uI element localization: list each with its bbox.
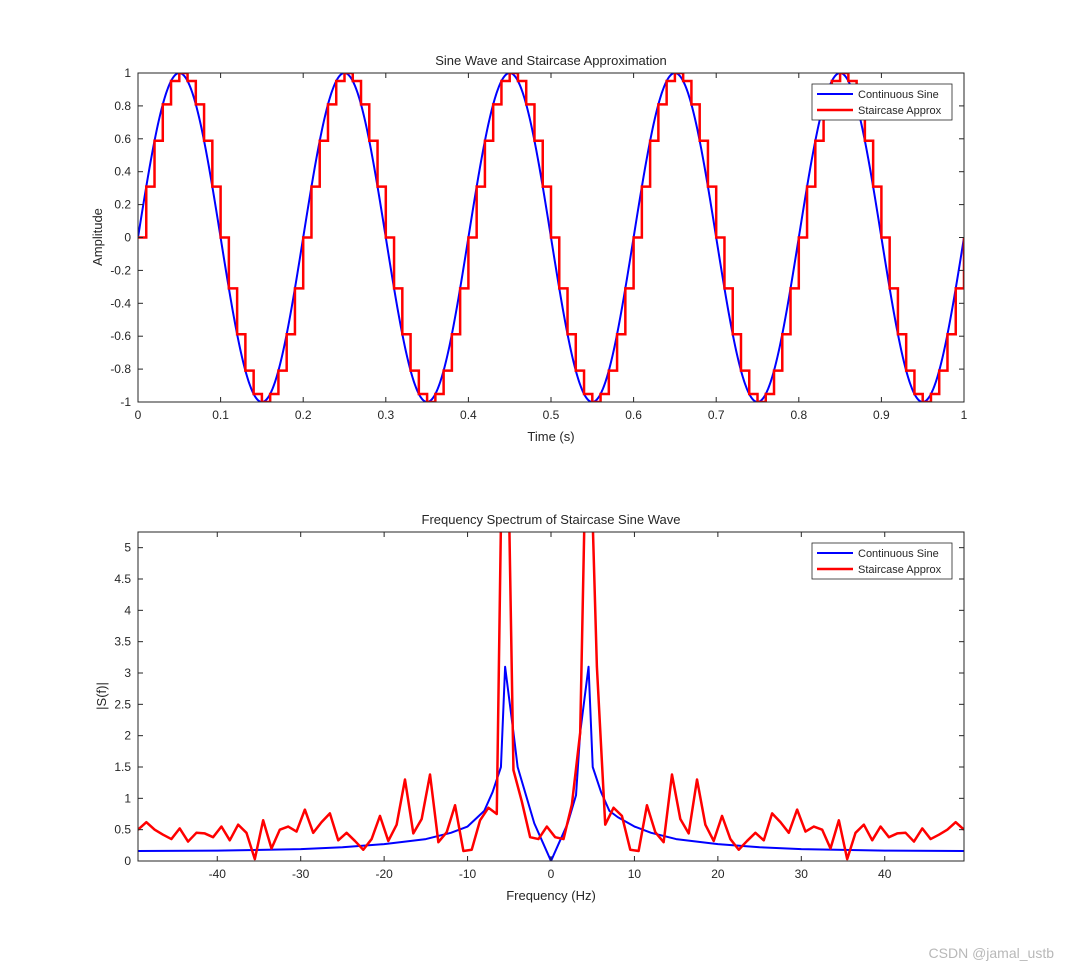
legend-label-staircase: Staircase Approx [858, 564, 942, 576]
chart-title: Sine Wave and Staircase Approximation [435, 53, 666, 68]
y-tick-label: 3.5 [114, 635, 131, 649]
chart-title: Frequency Spectrum of Staircase Sine Wav… [422, 512, 681, 527]
y-tick-label: 0.6 [114, 132, 131, 146]
series-continuous-sine [138, 665, 964, 861]
x-tick-label: 0.9 [873, 408, 890, 422]
x-axis-label: Frequency (Hz) [506, 888, 596, 903]
x-tick-label: -20 [375, 867, 393, 881]
y-tick-label: 0 [124, 231, 131, 245]
x-tick-label: 0.3 [377, 408, 394, 422]
y-tick-label: 1.5 [114, 760, 131, 774]
y-tick-label: -0.6 [110, 329, 131, 343]
y-axis-label: Amplitude [90, 208, 105, 266]
y-tick-label: -1 [120, 395, 131, 409]
legend-label-staircase: Staircase Approx [858, 105, 942, 117]
x-tick-label: 0.8 [790, 408, 807, 422]
frequency-spectrum-plot: -40 -30 -20 -10 0 10 20 30 40 0 0.5 1 1.5 2 2.5 3 3.5 4 4.… [94, 512, 965, 903]
y-tick-label: 0.2 [114, 198, 131, 212]
legend-label-continuous: Continuous Sine [858, 548, 939, 560]
y-tick-label: 0.8 [114, 99, 131, 113]
legend-box [811, 542, 953, 580]
y-tick-label: -0.8 [110, 362, 131, 376]
x-tick-label: 1 [961, 408, 968, 422]
x-tick-label: -40 [209, 867, 227, 881]
y-tick-label: 1 [124, 791, 131, 805]
x-tick-label: 0.6 [625, 408, 642, 422]
x-tick-label: 0.1 [212, 408, 229, 422]
x-tick-label: 20 [711, 867, 725, 881]
x-tick-label: 0.5 [543, 408, 560, 422]
y-tick-label: 1 [124, 66, 131, 80]
legend: Continuous Sine Staircase Approx [811, 83, 953, 121]
x-tick-label: 0 [135, 408, 142, 422]
x-axis-label: Time (s) [527, 429, 574, 444]
legend: Continuous Sine Staircase Approx [811, 542, 953, 580]
x-tick-label: 10 [628, 867, 642, 881]
x-tick-label: -30 [292, 867, 310, 881]
time-domain-plot: 0 0.1 0.2 0.3 0.4 0.5 0.6 0.7 0.8 0.9 1 -1 -0.8 -0.6 -… [90, 53, 968, 444]
y-tick-label: 2 [124, 729, 131, 743]
series-staircase-approx [138, 532, 964, 861]
y-tick-label: 4 [124, 603, 131, 617]
y-tick-label: 4.5 [114, 572, 131, 586]
y-tick-label: -0.2 [110, 263, 131, 277]
y-axis-label: |S(f)| [94, 682, 109, 710]
x-tick-label: 0.7 [708, 408, 725, 422]
x-tick-label: 0.4 [460, 408, 477, 422]
y-tick-label: 5 [124, 541, 131, 555]
watermark: CSDN @jamal_ustb [928, 945, 1054, 961]
x-tick-label: 0 [548, 867, 555, 881]
y-tick-label: 0.5 [114, 823, 131, 837]
x-tick-label: 0.2 [295, 408, 312, 422]
y-tick-label: 3 [124, 666, 131, 680]
y-tick-label: -0.4 [110, 296, 131, 310]
plot-area [138, 532, 964, 861]
legend-label-continuous: Continuous Sine [858, 89, 939, 101]
legend-box [811, 83, 953, 121]
y-tick-label: 0.4 [114, 165, 131, 179]
y-tick-label: 0 [124, 854, 131, 868]
x-tick-label: 30 [795, 867, 809, 881]
x-tick-label: 40 [878, 867, 892, 881]
y-tick-label: 2.5 [114, 697, 131, 711]
x-tick-label: -10 [459, 867, 477, 881]
